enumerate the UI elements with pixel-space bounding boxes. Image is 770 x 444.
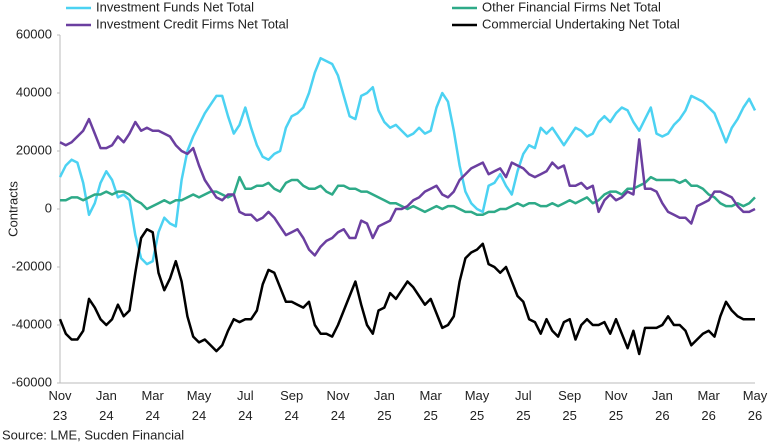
x-tick-label: Nov 23 — [48, 388, 72, 423]
x-tick-label: May 25 — [465, 388, 490, 423]
y-tick-label: -40000 — [12, 316, 52, 331]
x-tick-label: Jul 24 — [237, 388, 254, 423]
x-tick-label: May 26 — [743, 388, 768, 423]
series-line — [59, 117, 756, 257]
series-line — [58, 228, 755, 356]
x-tick-label: Sep 24 — [280, 388, 303, 423]
x-tick-label: Mar 26 — [697, 388, 720, 423]
x-tick-label: Jan 24 — [96, 388, 117, 423]
x-tick-label: Jan 26 — [652, 388, 673, 423]
y-axis-label: Contracts — [5, 181, 20, 237]
y-tick-label: 40000 — [16, 84, 52, 99]
legend-label: Other Financial Firms Net Total — [482, 0, 661, 14]
x-tick-label: Mar 24 — [141, 388, 164, 423]
x-tick-label: Sep 25 — [558, 388, 581, 423]
source: Source: LME, Sucden Financial — [2, 427, 184, 442]
legend-label: Investment Credit Firms Net Total — [96, 16, 289, 31]
legend-label: Commercial Undertaking Net Total — [482, 16, 680, 31]
x-tick-label: Jan 25 — [374, 388, 395, 423]
x-tick-label: Nov 25 — [604, 388, 628, 423]
y-tick-label: -20000 — [12, 258, 52, 273]
series-line — [60, 175, 756, 217]
series-line — [58, 56, 757, 266]
legend-label: Investment Funds Net Total — [96, 0, 254, 14]
y-tick-label: 20000 — [16, 142, 52, 157]
x-tick-label: Mar 25 — [419, 388, 442, 423]
y-tick-label: -60000 — [12, 374, 52, 389]
y-tick-label: 0 — [45, 200, 52, 215]
x-tick-label: Nov 24 — [326, 388, 350, 423]
x-tick-label: May 24 — [187, 388, 212, 423]
y-tick-label: 60000 — [16, 26, 52, 41]
x-tick-label: Jul 25 — [515, 388, 532, 423]
